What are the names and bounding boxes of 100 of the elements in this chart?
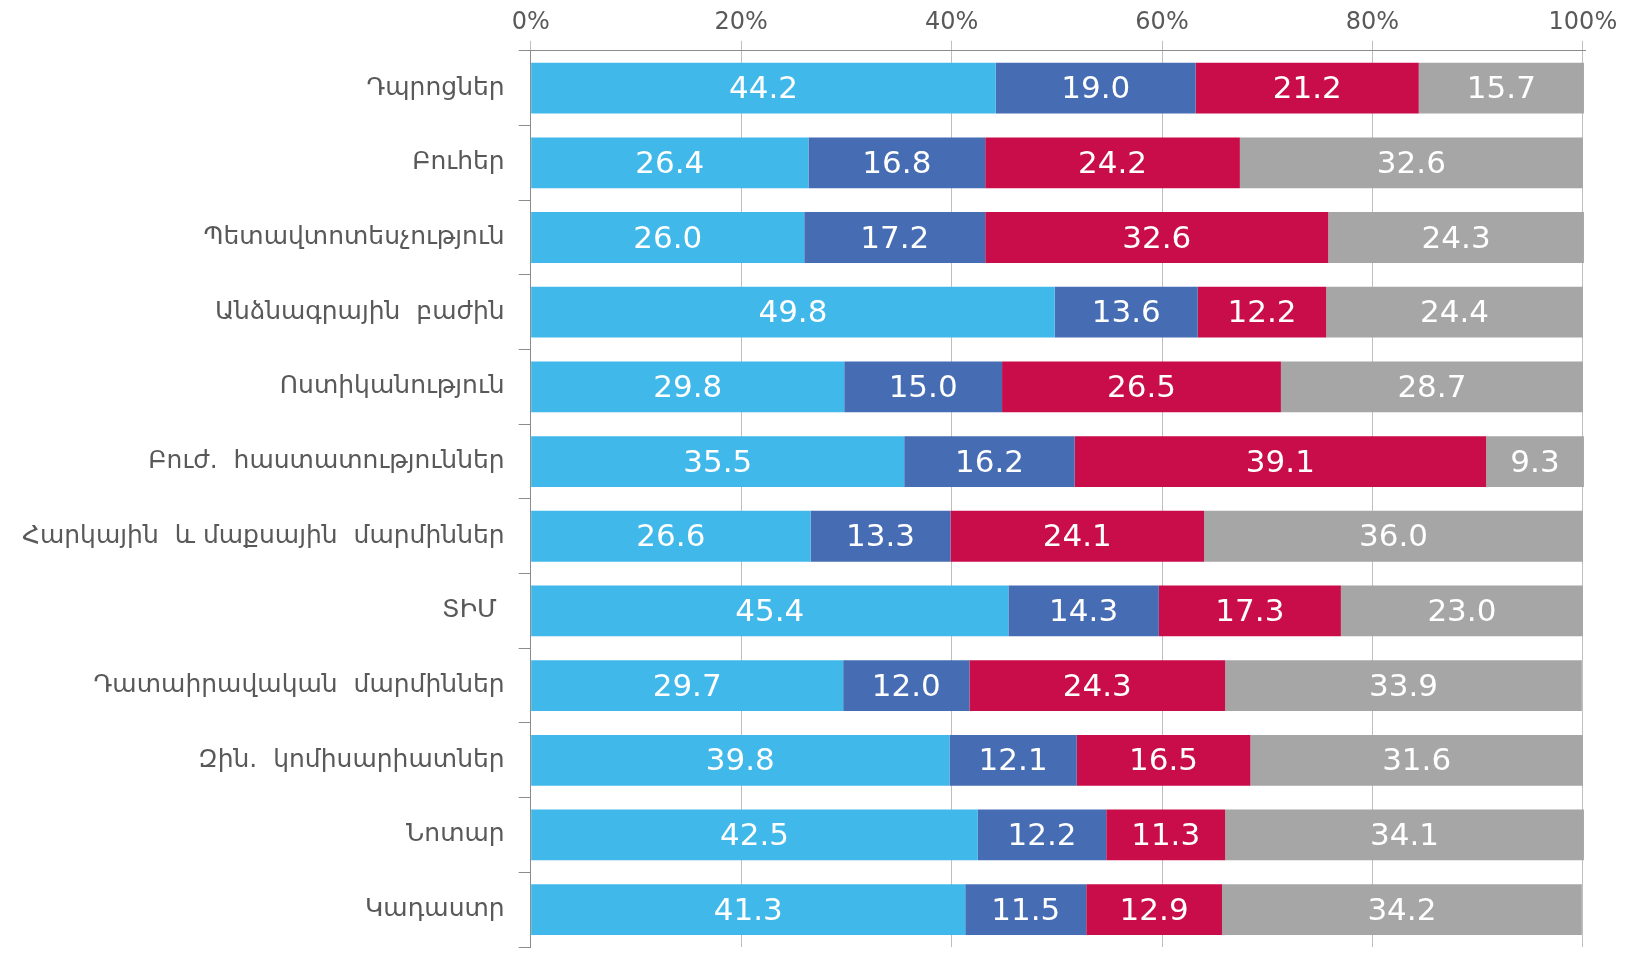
y-tick-label: Բուժ. հաստատություններ <box>148 445 505 475</box>
bar <box>1225 660 1582 711</box>
y-tick-label: Զին. կոմիսարիատներ <box>198 743 505 773</box>
data-label: 12.2 <box>1227 293 1297 330</box>
data-label: 17.2 <box>860 218 930 255</box>
bar <box>1326 286 1583 338</box>
data-label: 13.6 <box>1091 293 1161 330</box>
data-label: 41.3 <box>713 890 783 927</box>
bar <box>1328 212 1584 263</box>
data-label: 12.9 <box>1119 890 1189 927</box>
x-tick-label: 100% <box>1548 6 1618 35</box>
bar <box>1074 436 1487 487</box>
bar <box>985 212 1329 263</box>
y-tick-label: Անձնագրային բաժին <box>214 295 505 325</box>
data-label: 15.0 <box>888 367 958 404</box>
y-tick-label: Հարկային և մաքսային մարմիններ <box>21 519 505 549</box>
bar <box>1221 884 1582 936</box>
bar <box>1280 361 1583 413</box>
data-label: 24.3 <box>1421 218 1491 255</box>
bar <box>843 660 970 711</box>
bar <box>904 436 1075 487</box>
bar <box>531 510 811 562</box>
data-label: 13.3 <box>846 517 916 554</box>
data-label: 12.2 <box>1007 816 1077 853</box>
bar <box>810 510 951 562</box>
data-label: 14.3 <box>1049 591 1119 628</box>
data-label: 16.2 <box>954 442 1024 479</box>
data-label: 16.5 <box>1129 741 1199 778</box>
bar <box>1250 734 1583 786</box>
bar <box>531 660 844 711</box>
data-label: 32.6 <box>1122 218 1192 255</box>
x-tick-label: 80% <box>1345 6 1400 35</box>
bar <box>531 361 845 413</box>
bar <box>965 884 1087 936</box>
bar <box>1076 734 1251 786</box>
bar <box>531 137 809 189</box>
data-label: 31.6 <box>1382 741 1452 778</box>
bar <box>531 585 1009 637</box>
y-tick-label: Նոտար <box>406 818 505 848</box>
data-label: 36.0 <box>1358 517 1429 554</box>
data-label: 29.8 <box>653 367 723 404</box>
bar <box>1197 286 1327 338</box>
data-label: 23.0 <box>1427 591 1497 628</box>
bar <box>1340 585 1583 637</box>
x-tick-label: 20% <box>714 6 768 35</box>
bar <box>1195 62 1419 114</box>
bar <box>531 809 978 861</box>
bar <box>531 436 905 487</box>
bar <box>995 62 1196 114</box>
bar <box>1086 884 1222 936</box>
y-tick-label: ՏԻՄ <box>442 594 505 624</box>
x-tick-label: 0% <box>511 6 550 35</box>
bar <box>977 809 1107 861</box>
data-label: 35.5 <box>683 442 753 479</box>
bar <box>804 212 986 263</box>
y-tick-label: Դպրոցներ <box>366 71 505 101</box>
data-label: 39.8 <box>705 741 775 778</box>
bar <box>950 510 1205 562</box>
data-label: 29.7 <box>652 666 722 703</box>
data-label: 17.3 <box>1215 591 1285 628</box>
data-label: 28.7 <box>1397 367 1467 404</box>
bar <box>1002 361 1281 413</box>
x-tick-label: 40% <box>924 6 979 35</box>
bar <box>531 212 805 263</box>
bar <box>531 884 966 936</box>
data-label: 12.0 <box>871 666 941 703</box>
data-label: 26.5 <box>1106 367 1177 404</box>
data-label: 16.8 <box>862 143 932 180</box>
data-label: 24.2 <box>1078 143 1148 180</box>
data-label: 11.3 <box>1131 816 1201 853</box>
data-label: 11.5 <box>991 890 1061 927</box>
x-tick-label: 60% <box>1135 6 1189 35</box>
data-label: 24.4 <box>1420 293 1490 330</box>
data-label: 45.4 <box>735 591 805 628</box>
bar <box>531 62 996 114</box>
bar <box>1054 286 1198 338</box>
data-label: 49.8 <box>758 293 828 330</box>
bar <box>808 137 986 189</box>
bar <box>985 137 1240 189</box>
data-label: 12.1 <box>978 741 1048 778</box>
data-label: 19.0 <box>1061 69 1131 106</box>
bar <box>1239 137 1583 189</box>
data-label: 24.1 <box>1042 517 1112 554</box>
data-label: 24.3 <box>1062 666 1132 703</box>
bar <box>1158 585 1341 637</box>
bar <box>1008 585 1159 637</box>
data-label: 26.0 <box>633 218 703 255</box>
data-label: 32.6 <box>1376 143 1446 180</box>
bar <box>1204 510 1583 562</box>
data-label: 15.7 <box>1466 69 1536 106</box>
bar <box>1225 809 1584 861</box>
bar <box>531 286 1055 338</box>
bar <box>969 660 1226 711</box>
y-tick-label: Ոստիկանություն <box>279 370 505 400</box>
y-tick-label: Դատաիրավական մարմիններ <box>93 669 505 699</box>
bar <box>1106 809 1226 861</box>
data-label: 9.3 <box>1510 442 1560 479</box>
bar <box>531 734 950 786</box>
bar <box>844 361 1003 413</box>
data-label: 26.4 <box>635 143 705 180</box>
